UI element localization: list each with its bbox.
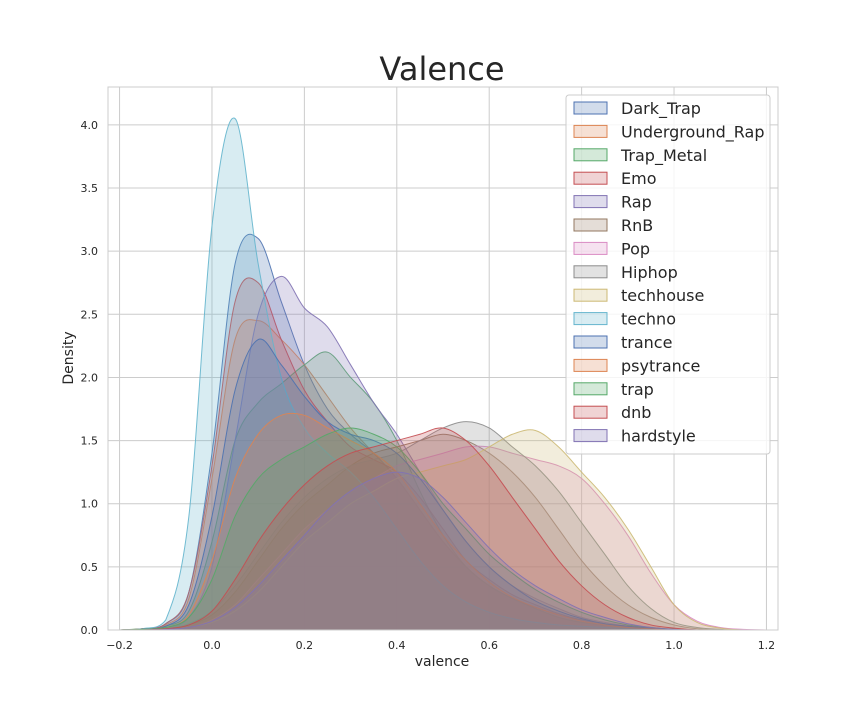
density-area-trap [119, 427, 767, 630]
x-tick-label: 0.8 [573, 639, 591, 652]
legend-label: techno [621, 310, 676, 329]
y-tick-label: 0.0 [81, 624, 99, 637]
x-tick-label: −0.2 [106, 639, 133, 652]
density-area-underground-rap [119, 319, 767, 630]
legend-label: dnb [621, 403, 651, 422]
density-area-emo [119, 277, 767, 630]
legend-swatch [573, 148, 608, 162]
y-axis-label: Density [61, 331, 77, 384]
y-tick-label: 1.5 [81, 435, 99, 448]
tick-labels: −0.2 0.0 0.2 0.4 0.6 0.8 1.0 1.2 0.0 0.5 1.0 1.5 2.0… [81, 119, 776, 652]
y-tick-label: 3.5 [81, 182, 99, 195]
legend-swatch [573, 124, 608, 138]
legend-label: techhouse [621, 286, 704, 305]
legend-swatch [573, 312, 608, 326]
legend-label: Trap_Metal [620, 146, 707, 166]
legend-label: trance [621, 333, 672, 352]
density-area-trance [119, 338, 767, 630]
density-line-dnb [119, 427, 767, 631]
density-area-dark-trap [119, 234, 767, 630]
density-line-techno [119, 117, 767, 631]
legend-label: Underground_Rap [621, 122, 764, 142]
legend-swatch [573, 241, 608, 255]
legend-swatch [573, 335, 608, 349]
legend-swatch [573, 171, 608, 185]
legend-label: trap [621, 380, 654, 399]
x-tick-label: 0.6 [480, 639, 498, 652]
x-tick-label: 1.0 [665, 639, 683, 652]
y-tick-label: 3.0 [81, 245, 99, 258]
density-area-hiphop [119, 421, 767, 630]
axes-frame [107, 86, 779, 631]
x-tick-label: 0.2 [296, 639, 314, 652]
density-area-rnb [119, 434, 767, 630]
y-tick-label: 4.0 [81, 119, 99, 132]
x-tick-label: 1.2 [758, 639, 776, 652]
legend-label: Emo [621, 169, 656, 188]
y-tick-label: 2.5 [81, 308, 99, 321]
density-line-psytrance [119, 412, 767, 631]
density-area-dnb [119, 427, 767, 630]
legend-swatch [573, 218, 608, 232]
density-area-techno [119, 118, 767, 630]
y-tick-label: 2.0 [81, 371, 99, 384]
density-line-techhouse [119, 429, 767, 631]
legend-label: Rap [621, 193, 652, 212]
density-line-pop [119, 445, 767, 631]
legend-swatch [573, 195, 608, 209]
density-area-pop [119, 446, 767, 630]
legend-swatch [573, 101, 608, 115]
density-area-techhouse [119, 429, 767, 630]
x-tick-label: 0.4 [388, 639, 406, 652]
legend-swatch [573, 358, 608, 372]
legend-swatch [573, 265, 608, 279]
legend: Dark_Trap Underground_Rap Trap_Metal Emo Rap… [565, 94, 771, 455]
y-tick-label: 1.0 [81, 498, 99, 511]
x-axis-label: valence [415, 654, 470, 670]
legend-label: Pop [621, 239, 650, 258]
legend-label: hardstyle [621, 427, 696, 446]
chart-title: Valence [379, 50, 504, 88]
legend-label: Dark_Trap [621, 99, 701, 119]
density-line-hardstyle [119, 471, 767, 631]
legend-swatch [573, 382, 608, 396]
density-line-rnb [119, 433, 767, 631]
y-tick-label: 0.5 [81, 561, 99, 574]
legend-box [565, 94, 771, 455]
legend-swatch [573, 429, 608, 443]
legend-label: Hiphop [621, 263, 678, 282]
legend-label: RnB [621, 216, 653, 235]
legend-swatch [573, 405, 608, 419]
x-tick-label: 0.0 [203, 639, 221, 652]
density-area-psytrance [119, 413, 767, 630]
legend-swatch [573, 288, 608, 302]
density-areas [119, 117, 767, 631]
density-area-hardstyle [119, 472, 767, 630]
legend-label: psytrance [621, 356, 700, 375]
